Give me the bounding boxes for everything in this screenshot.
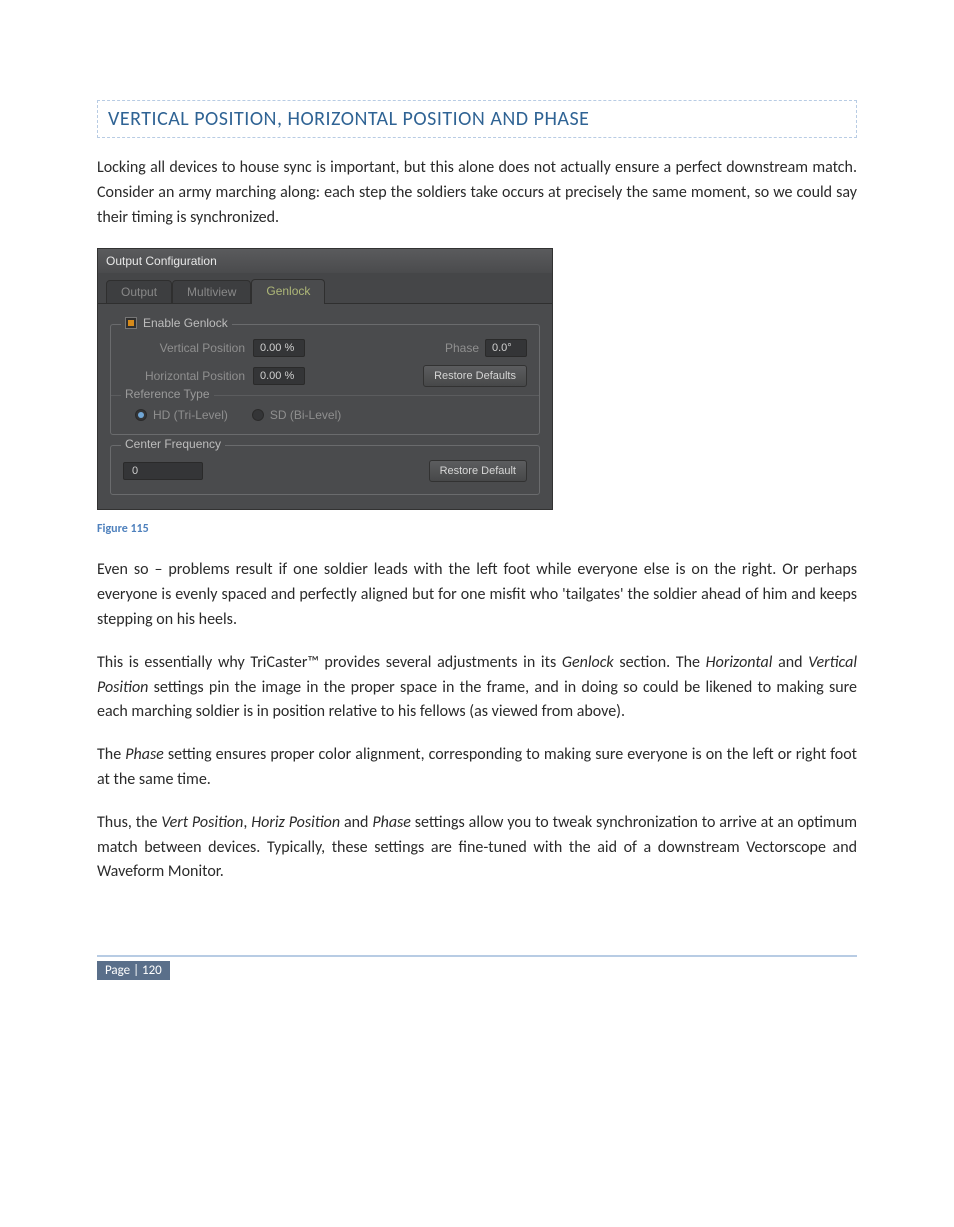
genlock-panel: Enable Genlock Vertical Position 0.00 % … [98,303,552,509]
radio-hd-tri-level[interactable]: HD (Tri-Level) [135,408,228,422]
paragraph-2: Even so – problems result if one soldier… [97,558,857,632]
center-frequency-input[interactable]: 0 [123,462,203,480]
text-italic: Horizontal [706,653,773,672]
text-run: Thus, the [97,813,161,832]
dialog-screenshot: Output Configuration Output Multiview Ge… [97,248,553,510]
text-italic: Horiz Position [251,813,340,832]
reference-type-radios: HD (Tri-Level) SD (Bi-Level) [135,408,527,422]
figure-caption: Figure 115 [97,522,857,536]
enable-genlock-group: Enable Genlock Vertical Position 0.00 % … [110,324,540,435]
radio-dot-icon [135,409,147,421]
radio-selected-icon [138,412,144,418]
text-run: This is essentially why TriCaster™ provi… [97,653,562,672]
section-heading-box: VERTICAL POSITION, HORIZONTAL POSITION A… [97,100,857,138]
tab-multiview[interactable]: Multiview [172,280,251,304]
center-frequency-legend: Center Frequency [121,437,225,451]
text-run: section. The [614,653,706,672]
reference-type-divider: Reference Type [111,395,539,396]
vertical-position-row: Vertical Position 0.00 % Phase 0.0° [123,339,527,357]
paragraph-intro: Locking all devices to house sync is imp… [97,156,857,230]
checkbox-mark-icon [128,320,134,326]
center-frequency-label: Center Frequency [125,437,221,451]
footer-divider [97,955,857,957]
horizontal-position-row: Horizontal Position 0.00 % Restore Defau… [123,365,527,387]
document-page: VERTICAL POSITION, HORIZONTAL POSITION A… [0,0,954,1030]
text-run: settings pin the image in the proper spa… [97,678,857,722]
vertical-position-input[interactable]: 0.00 % [253,339,305,357]
vertical-position-label: Vertical Position [123,341,245,355]
reference-type-label: Reference Type [121,387,214,401]
radio-sd-bi-level[interactable]: SD (Bi-Level) [252,408,341,422]
text-run: The [97,745,125,764]
restore-default-button[interactable]: Restore Default [429,460,527,482]
paragraph-4: The Phase setting ensures proper color a… [97,743,857,793]
dialog-titlebar: Output Configuration [98,249,552,273]
center-frequency-group: Center Frequency 0 Restore Default [110,445,540,495]
center-frequency-row: 0 Restore Default [123,460,527,482]
radio-dot-icon [252,409,264,421]
horizontal-position-input[interactable]: 0.00 % [253,367,305,385]
horizontal-position-label: Horizontal Position [123,369,245,383]
enable-genlock-checkbox[interactable] [125,317,137,329]
output-configuration-dialog: Output Configuration Output Multiview Ge… [97,248,553,510]
section-heading: VERTICAL POSITION, HORIZONTAL POSITION A… [108,107,846,131]
radio-sd-label: SD (Bi-Level) [270,408,341,422]
text-italic: Phase [372,813,411,832]
paragraph-5: Thus, the Vert Position, Horiz Position … [97,811,857,885]
enable-genlock-label: Enable Genlock [143,316,228,330]
paragraph-3: This is essentially why TriCaster™ provi… [97,651,857,725]
restore-defaults-button[interactable]: Restore Defaults [423,365,527,387]
text-run: setting ensures proper color alignment, … [97,745,857,789]
page-number-badge: Page | 120 [97,961,170,980]
enable-genlock-legend: Enable Genlock [121,316,232,330]
text-italic: Phase [125,745,164,764]
text-run: and [772,653,808,672]
phase-label: Phase [445,341,479,355]
text-run: and [340,813,372,832]
text-italic: Vert Position [161,813,243,832]
tab-output[interactable]: Output [106,280,172,304]
text-italic: Genlock [562,653,614,672]
tab-genlock[interactable]: Genlock [251,279,325,304]
tab-bar: Output Multiview Genlock [98,273,552,304]
phase-input[interactable]: 0.0° [485,339,527,357]
radio-hd-label: HD (Tri-Level) [153,408,228,422]
